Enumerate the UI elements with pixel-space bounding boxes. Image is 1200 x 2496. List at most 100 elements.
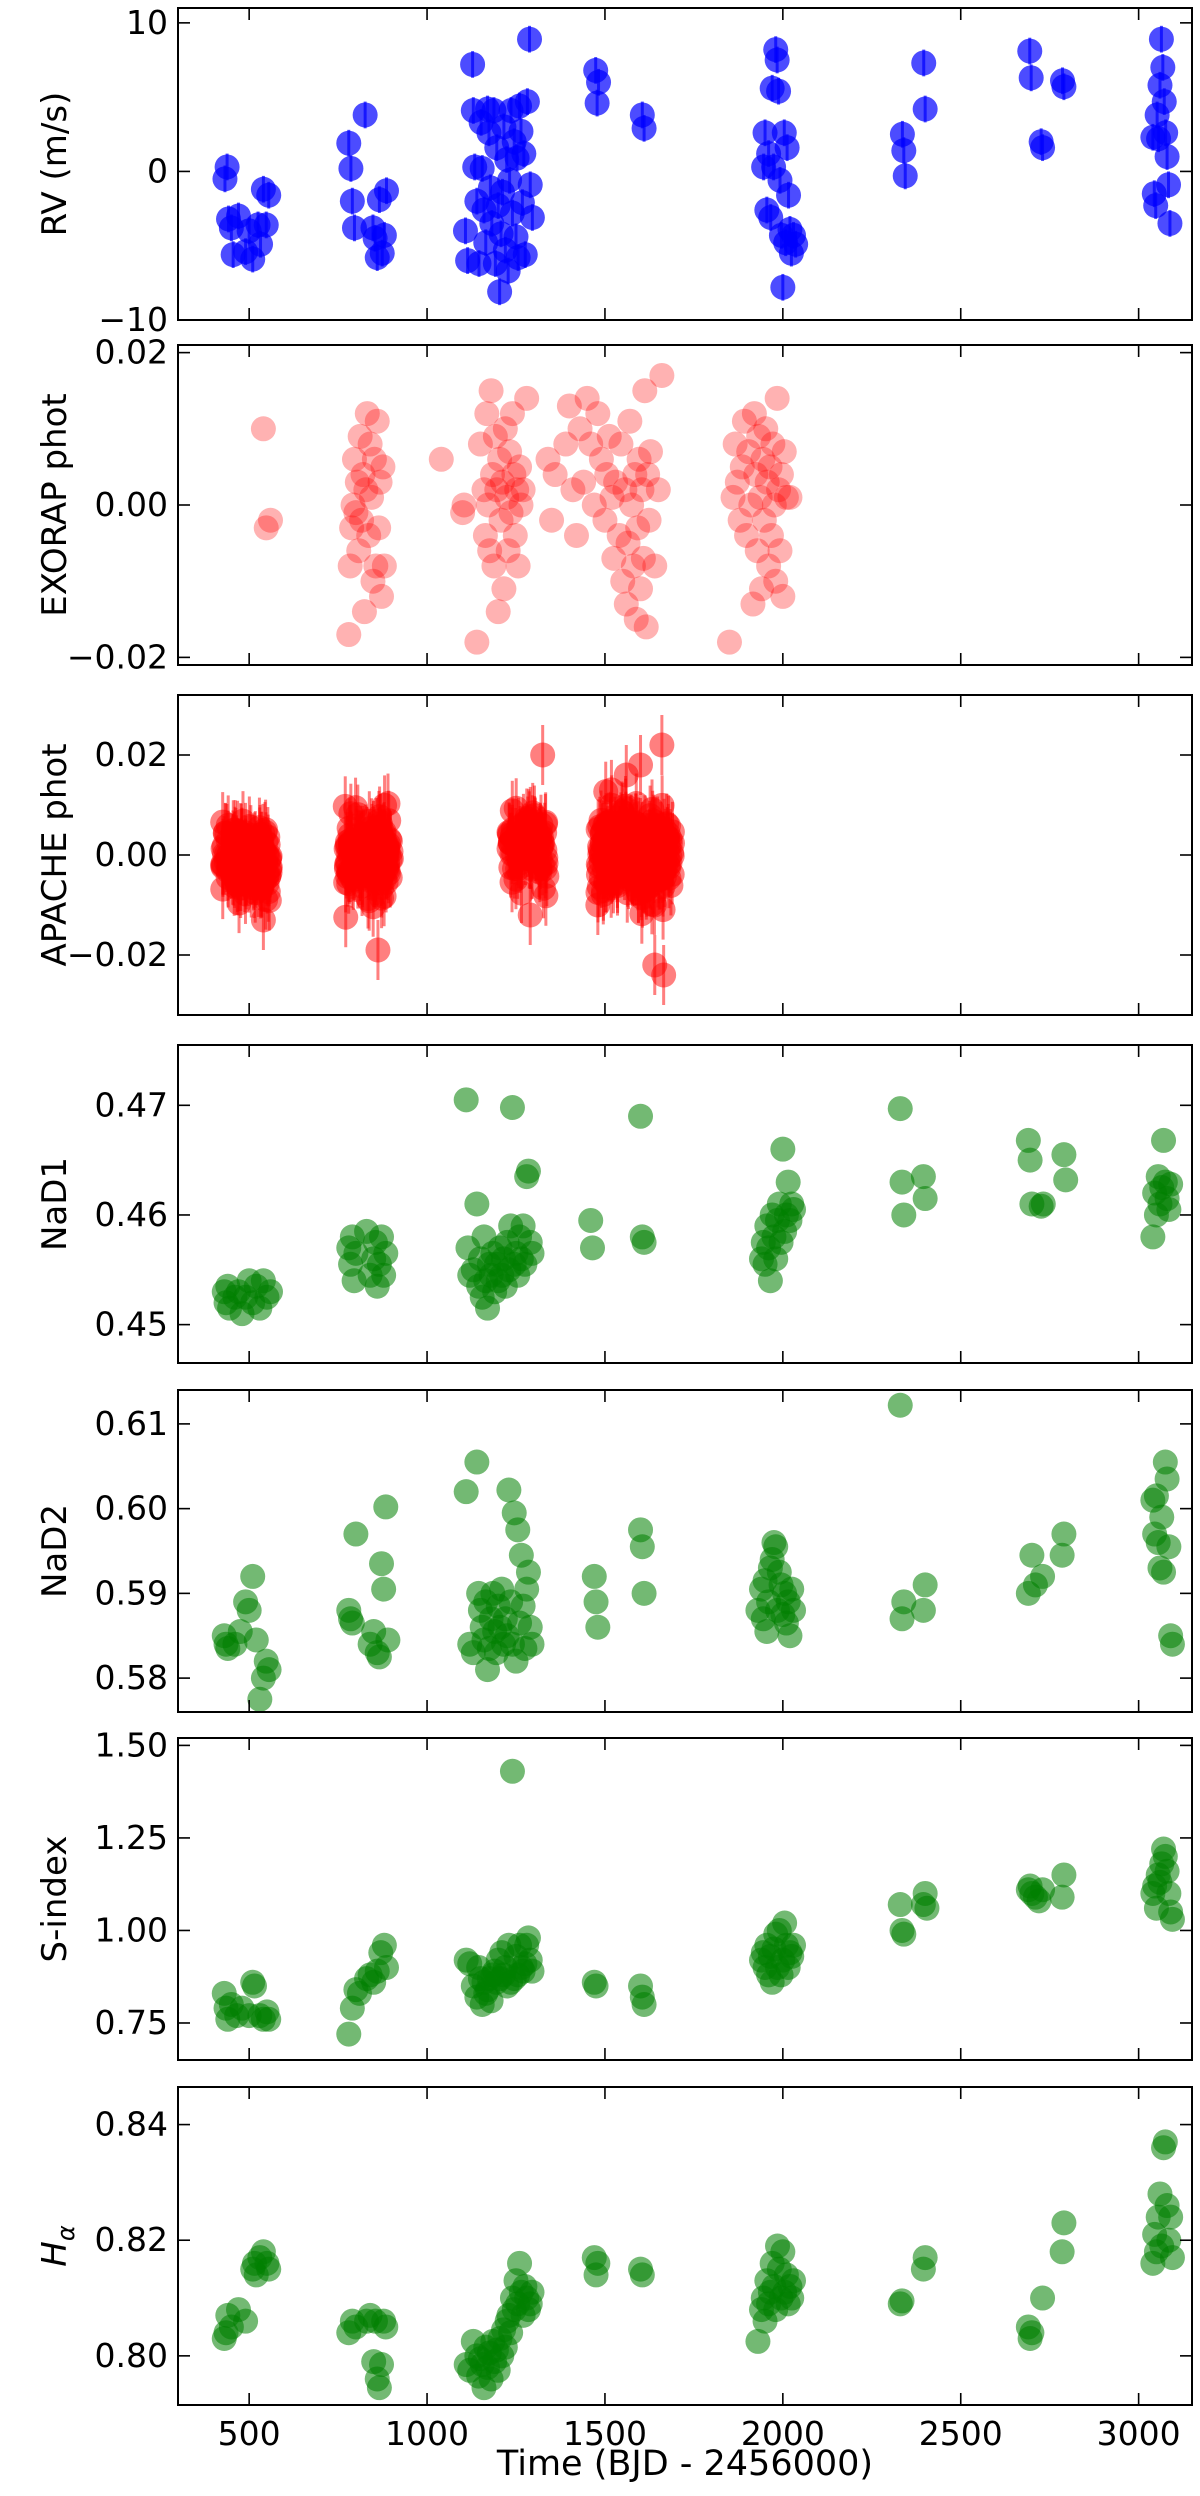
marker	[629, 1534, 655, 1560]
data-point	[583, 1589, 609, 1615]
marker	[256, 182, 282, 208]
data-point	[371, 1262, 397, 1288]
data-point	[741, 401, 767, 427]
marker	[366, 515, 392, 541]
data-point	[1154, 143, 1180, 170]
marker	[741, 401, 767, 427]
data-point	[1157, 210, 1183, 237]
data-point	[633, 614, 659, 640]
y-tick-label: 0.61	[95, 1404, 168, 1443]
data-point	[724, 469, 750, 495]
data-point	[631, 1580, 657, 1606]
data-point	[585, 2250, 611, 2276]
marker	[745, 2328, 771, 2354]
marker	[1156, 1196, 1182, 1222]
marker	[352, 102, 378, 128]
marker	[510, 477, 536, 503]
marker	[341, 215, 367, 241]
marker	[354, 401, 380, 427]
data-point	[770, 273, 796, 301]
marker	[766, 477, 792, 503]
marker	[628, 752, 654, 778]
data-point	[336, 622, 362, 648]
data-point	[250, 890, 276, 950]
marker	[498, 500, 524, 526]
marker	[729, 454, 755, 480]
data-point	[487, 446, 513, 472]
marker	[571, 469, 597, 495]
data-point	[774, 134, 800, 162]
data-point	[1051, 2210, 1077, 2236]
data-point	[508, 492, 534, 518]
data-point	[608, 431, 634, 457]
data-point	[356, 522, 382, 548]
y-axis-label: NaD1	[35, 1157, 75, 1251]
data-point	[464, 1449, 490, 1475]
data-point	[1152, 2129, 1178, 2155]
data-point	[373, 177, 399, 205]
marker	[499, 1758, 525, 1784]
marker	[496, 1477, 522, 1503]
marker	[514, 89, 540, 115]
marker	[1053, 1167, 1079, 1193]
marker	[336, 130, 362, 156]
marker	[887, 1096, 913, 1122]
y-axis-label: S-index	[35, 1836, 75, 1963]
marker	[649, 732, 675, 758]
data-point	[912, 1572, 938, 1598]
marker	[515, 1158, 541, 1184]
data-point	[1030, 1191, 1056, 1217]
data-point	[344, 469, 370, 495]
data-point	[351, 599, 377, 625]
marker	[539, 507, 565, 533]
data-point	[613, 591, 639, 617]
data-point	[748, 576, 774, 602]
marker	[1156, 1534, 1182, 1560]
data-point	[359, 484, 385, 510]
marker	[250, 907, 276, 933]
data-point	[343, 1521, 369, 1547]
data-point	[622, 462, 648, 488]
data-point	[340, 492, 366, 518]
marker	[753, 416, 779, 442]
data-point	[519, 1631, 545, 1657]
data-point	[515, 1158, 541, 1184]
marker	[471, 477, 497, 503]
marker	[452, 218, 478, 244]
marker	[240, 1563, 266, 1589]
marker	[366, 2375, 392, 2401]
marker	[243, 846, 269, 872]
data-point	[530, 725, 556, 785]
data-point	[360, 568, 386, 594]
data-point	[757, 454, 783, 480]
y-tick-label: 0	[147, 151, 168, 190]
data-point	[1154, 1858, 1180, 1884]
data-point	[628, 1103, 654, 1129]
data-point	[535, 446, 561, 472]
data-point	[375, 1627, 401, 1653]
data-point	[452, 217, 478, 245]
data-point	[339, 1610, 365, 1636]
data-point	[630, 545, 656, 571]
data-point	[1051, 1862, 1077, 1888]
y-tick-label: 1.25	[95, 1818, 168, 1857]
data-point	[631, 1991, 657, 2017]
marker	[747, 484, 773, 510]
marker	[371, 1576, 397, 1602]
data-point	[511, 140, 537, 167]
data-point	[339, 187, 365, 215]
marker	[485, 599, 511, 625]
marker	[517, 902, 543, 928]
marker	[339, 188, 365, 214]
data-point	[736, 439, 762, 465]
marker	[781, 1597, 807, 1623]
axes-frame	[177, 7, 1193, 321]
data-point	[781, 2268, 807, 2294]
marker	[512, 242, 538, 268]
data-point	[474, 401, 500, 427]
marker	[511, 141, 537, 167]
data-point	[740, 591, 766, 617]
marker	[781, 1196, 807, 1222]
marker	[349, 507, 375, 533]
data-point	[617, 408, 643, 434]
